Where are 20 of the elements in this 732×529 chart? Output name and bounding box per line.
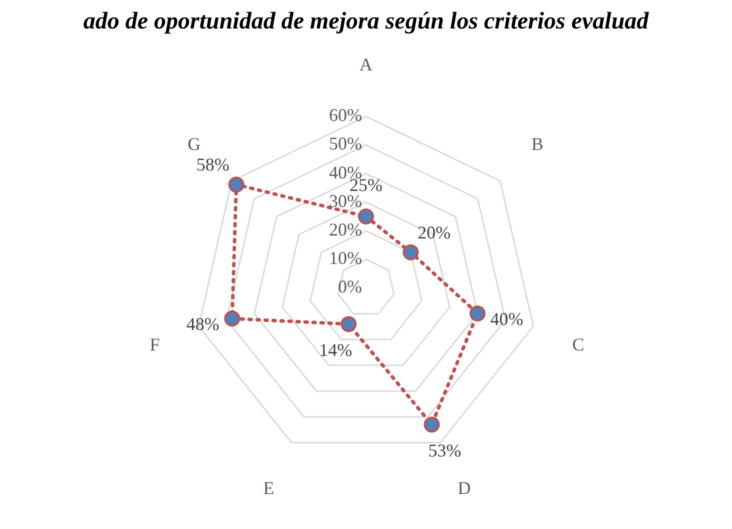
spoke-label: E bbox=[263, 478, 274, 498]
y-tick-label: 50% bbox=[329, 134, 362, 154]
y-tick-label: 20% bbox=[329, 220, 362, 240]
spoke-label: G bbox=[188, 134, 201, 154]
data-label: 20% bbox=[418, 222, 451, 242]
y-tick-label: 10% bbox=[329, 248, 362, 268]
y-tick-label: 0% bbox=[338, 276, 362, 297]
spoke-label: F bbox=[150, 334, 160, 355]
data-label: 48% bbox=[186, 314, 220, 334]
spoke-label: A bbox=[360, 54, 372, 74]
spoke-label: D bbox=[458, 478, 471, 498]
y-tick-label: 60% bbox=[329, 105, 362, 126]
spoke-label: C bbox=[572, 334, 584, 355]
spoke-label: B bbox=[531, 134, 544, 154]
data-label: 14% bbox=[319, 340, 352, 360]
data-label: 53% bbox=[428, 440, 462, 460]
y-tick-label: 30% bbox=[329, 190, 362, 211]
data-label: 58% bbox=[196, 154, 230, 175]
data-label: 40% bbox=[490, 308, 524, 329]
chart-title: ado de oportunidad de mejora según los criterios evaluad bbox=[83, 8, 650, 35]
